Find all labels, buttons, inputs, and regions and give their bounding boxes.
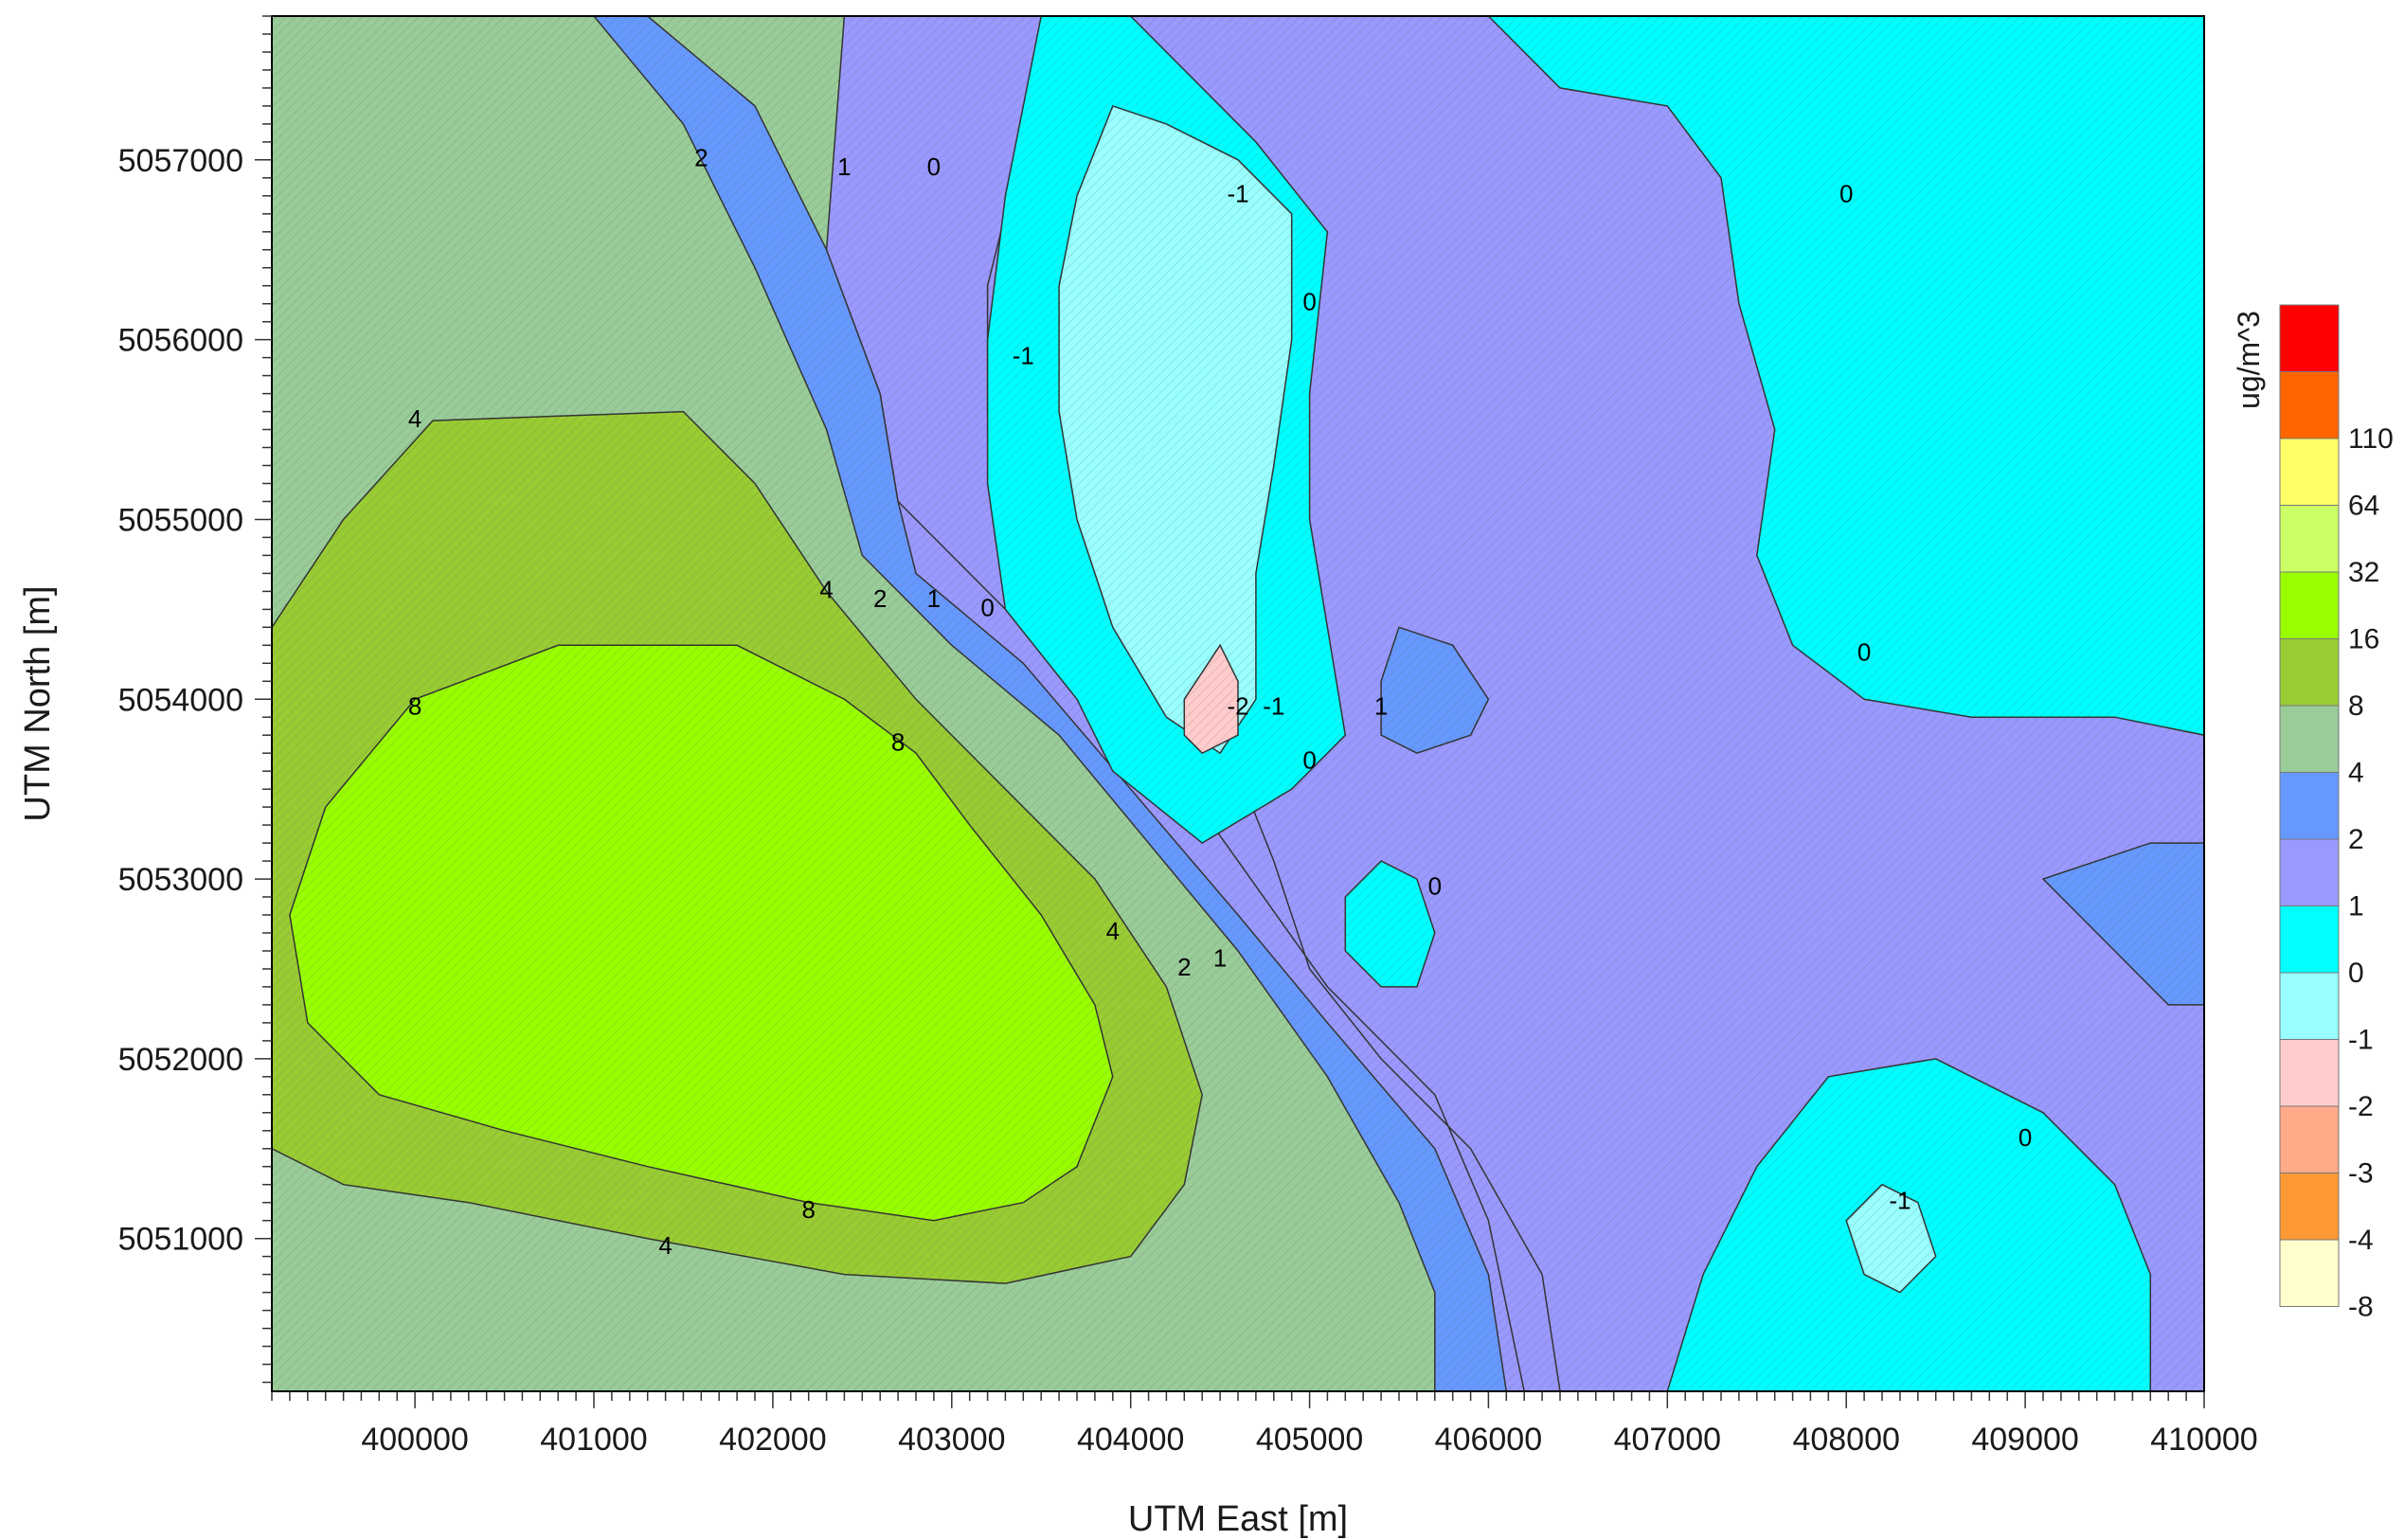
contour-label: 0 bbox=[1302, 746, 1316, 775]
x-tick-label: 410000 bbox=[2150, 1422, 2257, 1458]
hatched-overlay bbox=[272, 16, 2204, 1391]
contour-label: 4 bbox=[1106, 917, 1120, 945]
y-tick-label: 5054000 bbox=[118, 682, 243, 718]
contour-label: 0 bbox=[2018, 1123, 2032, 1152]
contour-label: -1 bbox=[1889, 1187, 1911, 1215]
x-tick-label: 400000 bbox=[361, 1422, 468, 1458]
contour-label: -1 bbox=[1227, 180, 1248, 208]
contour-label: -1 bbox=[1013, 341, 1034, 369]
x-tick-label: 402000 bbox=[719, 1422, 826, 1458]
colorbar-label: 4 bbox=[2348, 758, 2364, 789]
colorbar-swatch bbox=[2279, 838, 2340, 906]
contour-label: 4 bbox=[658, 1231, 672, 1260]
colorbar-swatch bbox=[2279, 571, 2340, 639]
x-tick-label: 405000 bbox=[1256, 1422, 1363, 1458]
contour-label: 0 bbox=[1857, 638, 1871, 667]
contour-label: 2 bbox=[694, 144, 708, 172]
colorbar-swatch bbox=[2279, 772, 2340, 840]
contour-label: 1 bbox=[1374, 692, 1388, 721]
colorbar-label: 2 bbox=[2348, 824, 2364, 855]
colorbar-label: -1 bbox=[2348, 1025, 2374, 1056]
y-tick-label: 5052000 bbox=[118, 1042, 243, 1078]
contour-label: 1 bbox=[927, 584, 941, 613]
contour-label: 4 bbox=[408, 404, 422, 433]
colorbar-swatch bbox=[2279, 972, 2340, 1040]
colorbar-label: 0 bbox=[2348, 958, 2364, 989]
y-tick-label: 5057000 bbox=[118, 143, 243, 179]
x-tick-label: 409000 bbox=[1971, 1422, 2078, 1458]
colorbar-label: -2 bbox=[2348, 1091, 2374, 1122]
colorbar-swatch bbox=[2279, 1105, 2340, 1173]
colorbar-swatch bbox=[2279, 1239, 2340, 1307]
colorbar-label: 110 bbox=[2348, 423, 2394, 455]
y-axis-title: UTM North [m] bbox=[18, 585, 58, 821]
contour-label: 4 bbox=[819, 575, 833, 603]
contour-label: 0 bbox=[980, 593, 994, 621]
x-tick-label: 406000 bbox=[1435, 1422, 1542, 1458]
contour-label: 0 bbox=[1839, 180, 1853, 208]
contour-label: 2 bbox=[873, 584, 887, 613]
x-axis: 400000 401000 402000 403000 404000 405000 4060… bbox=[271, 1391, 2258, 1458]
contour-label: 8 bbox=[801, 1195, 815, 1224]
colorbar-label: 64 bbox=[2348, 491, 2379, 522]
contour-label: 0 bbox=[927, 152, 941, 181]
contour-label: 8 bbox=[891, 728, 905, 757]
colorbar-legend: 110 64 32 16 8 4 2 1 0 -1 -2 -3 -4 -8 bbox=[2279, 304, 2394, 1323]
contour-label: 0 bbox=[1428, 871, 1442, 900]
colorbar-label: -8 bbox=[2348, 1292, 2374, 1323]
colorbar-swatch bbox=[2279, 705, 2340, 773]
x-tick-label: 404000 bbox=[1077, 1422, 1184, 1458]
contour-label: 2 bbox=[1177, 953, 1191, 981]
colorbar-label: -3 bbox=[2348, 1158, 2374, 1190]
colorbar-swatch bbox=[2279, 1173, 2340, 1241]
y-tick-label: 5055000 bbox=[118, 503, 243, 539]
colorbar-label: 8 bbox=[2348, 690, 2364, 722]
y-tick-label: 5051000 bbox=[118, 1222, 243, 1258]
colorbar-label: 16 bbox=[2348, 624, 2379, 655]
y-tick-label: 5053000 bbox=[118, 862, 243, 898]
colorbar-label: 32 bbox=[2348, 557, 2379, 588]
contour-label: 1 bbox=[837, 152, 851, 181]
contour-label: -1 bbox=[1263, 692, 1284, 721]
colorbar-swatch bbox=[2279, 438, 2340, 506]
colorbar-swatch bbox=[2279, 1039, 2340, 1107]
x-tick-label: 408000 bbox=[1792, 1422, 1899, 1458]
colorbar-swatch bbox=[2279, 505, 2340, 573]
x-tick-label: 403000 bbox=[898, 1422, 1005, 1458]
colorbar-swatch bbox=[2279, 638, 2340, 707]
contour-label: 8 bbox=[408, 692, 422, 721]
x-tick-label: 401000 bbox=[540, 1422, 647, 1458]
y-tick-label: 5056000 bbox=[118, 323, 243, 359]
contour-label: -2 bbox=[1227, 692, 1248, 721]
y-axis: 5051000 5052000 5053000 5054000 5055000 50560… bbox=[118, 15, 272, 1384]
colorbar-swatch bbox=[2279, 905, 2340, 974]
colorbar-label: 1 bbox=[2348, 891, 2364, 922]
x-axis-title: UTM East [m] bbox=[1128, 1499, 1348, 1539]
x-tick-label: 407000 bbox=[1614, 1422, 1721, 1458]
colorbar-label: -4 bbox=[2348, 1225, 2374, 1256]
colorbar-swatch bbox=[2279, 371, 2340, 439]
colorbar-swatch bbox=[2279, 304, 2340, 372]
contour-label: 1 bbox=[1213, 943, 1227, 972]
colorbar-title: ug/m^3 bbox=[2232, 311, 2266, 409]
contour-label: 0 bbox=[1302, 288, 1316, 316]
